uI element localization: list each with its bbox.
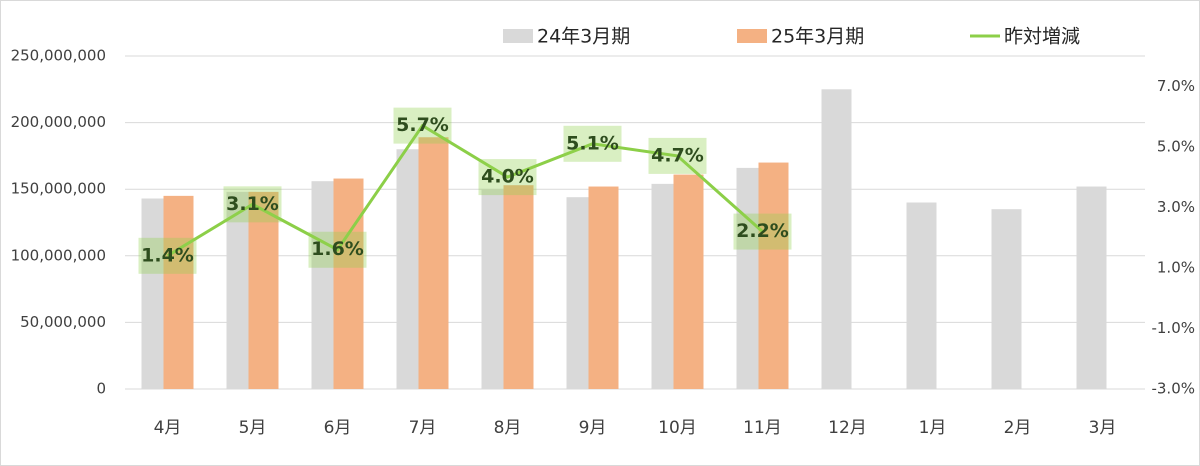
legend-swatch	[737, 29, 767, 43]
legend-label: 25年3月期	[771, 26, 864, 48]
x-tick-label: 4月	[154, 418, 182, 438]
x-tick-label: 6月	[324, 418, 352, 438]
line	[166, 123, 764, 258]
value-label: 5.1%	[566, 132, 619, 154]
y-tick-label: 150,000,000	[11, 180, 106, 198]
y-tick-label: 100,000,000	[11, 246, 106, 264]
value-label-box	[478, 159, 537, 196]
x-tick-label: 3月	[1089, 418, 1117, 438]
y-tick-label: 0	[96, 380, 106, 398]
value-label: 1.6%	[311, 238, 364, 260]
y2-tick-label: 1.0%	[1157, 258, 1195, 276]
value-label-box	[733, 213, 792, 250]
bar	[333, 178, 364, 389]
bar	[588, 186, 619, 389]
value-label: 5.7%	[396, 114, 449, 136]
y2-tick-label: 5.0%	[1157, 137, 1195, 155]
legend-label: 24年3月期	[537, 26, 630, 48]
y2-tick-label: -3.0%	[1151, 380, 1195, 398]
bar	[673, 174, 704, 389]
y-tick-label: 50,000,000	[20, 313, 106, 331]
value-label-box	[648, 137, 707, 174]
x-tick-label: 9月	[579, 418, 607, 438]
value-label: 3.1%	[226, 193, 279, 215]
x-tick-label: 12月	[828, 418, 867, 438]
y2-tick-label: 3.0%	[1157, 198, 1195, 216]
value-label: 4.0%	[481, 166, 534, 188]
x-tick-label: 1月	[919, 418, 947, 438]
bar	[503, 185, 534, 389]
bar	[1076, 186, 1107, 389]
y-tick-label: 250,000,000	[11, 47, 106, 65]
bar	[758, 162, 789, 389]
value-label: 4.7%	[651, 144, 704, 166]
bar	[248, 191, 279, 389]
bar	[906, 202, 937, 389]
y2-tick-label: 7.0%	[1157, 77, 1195, 95]
value-label-box	[393, 107, 452, 144]
bar	[163, 195, 194, 389]
legend-swatch	[503, 29, 533, 43]
value-label-box	[308, 231, 367, 268]
value-label-box	[223, 186, 282, 223]
x-tick-label: 7月	[409, 418, 437, 438]
value-label-box	[138, 237, 197, 274]
bar	[821, 89, 852, 390]
x-tick-label: 5月	[239, 418, 267, 438]
value-label-box	[563, 125, 622, 162]
x-tick-label: 10月	[658, 418, 697, 438]
bar	[418, 137, 449, 389]
x-tick-label: 2月	[1004, 418, 1032, 438]
y-tick-label: 200,000,000	[11, 113, 106, 131]
value-label: 2.2%	[736, 220, 789, 242]
legend-label: 昨対増減	[1004, 26, 1080, 48]
bar	[991, 209, 1022, 389]
x-tick-label: 11月	[743, 418, 782, 438]
value-label: 1.4%	[141, 244, 194, 266]
x-tick-label: 8月	[494, 418, 522, 438]
y2-tick-label: -1.0%	[1151, 319, 1195, 337]
